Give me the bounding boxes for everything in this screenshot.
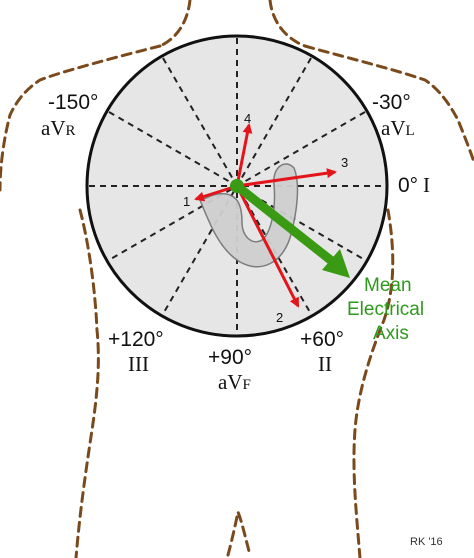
shoulder-left: [0, 44, 162, 192]
shoulder-right: [303, 44, 474, 164]
lead-iii: III: [128, 352, 149, 376]
angle-avr: -150°: [48, 91, 98, 114]
mean-electrical-axis: [232, 181, 350, 278]
red-vectors: [194, 123, 337, 308]
vector-2-arrow: [235, 185, 300, 308]
origin-dot: [230, 179, 244, 193]
lead-ii: II: [318, 352, 332, 376]
vector-1-label: 1: [183, 194, 190, 209]
lead-avr: aVR: [41, 116, 76, 140]
mean-axis-shaft: [232, 181, 338, 267]
lead-i: I: [423, 173, 430, 197]
vector-2-label: 2: [276, 310, 283, 325]
vector-3-arrow: [236, 168, 337, 188]
armpit-left: [74, 208, 100, 558]
vector-4-label: 4: [244, 111, 251, 126]
angle-ii: +60°: [300, 328, 344, 351]
vector-1-arrow: [194, 184, 238, 202]
angle-i: 0°: [398, 174, 418, 197]
mean-axis-label-line3: Axis: [373, 323, 409, 344]
armpit-right: [352, 208, 395, 558]
navel-line: [226, 506, 252, 557]
angle-avl: -30°: [372, 91, 411, 114]
mean-axis-label-line1: Mean: [364, 275, 412, 296]
mean-axis-head: [322, 249, 350, 278]
angle-avf: +90°: [208, 346, 252, 369]
mean-axis-label-line2: Electrical: [347, 299, 424, 320]
neck-left: [158, 0, 192, 48]
vector-4-arrow: [235, 123, 253, 187]
lead-avl: aVL: [381, 116, 415, 140]
neck-right: [268, 0, 307, 48]
lead-avf: aVF: [218, 370, 251, 394]
angle-iii: +120°: [108, 328, 164, 351]
vector-3-label: 3: [341, 155, 348, 170]
signature: RK '16: [410, 536, 443, 548]
